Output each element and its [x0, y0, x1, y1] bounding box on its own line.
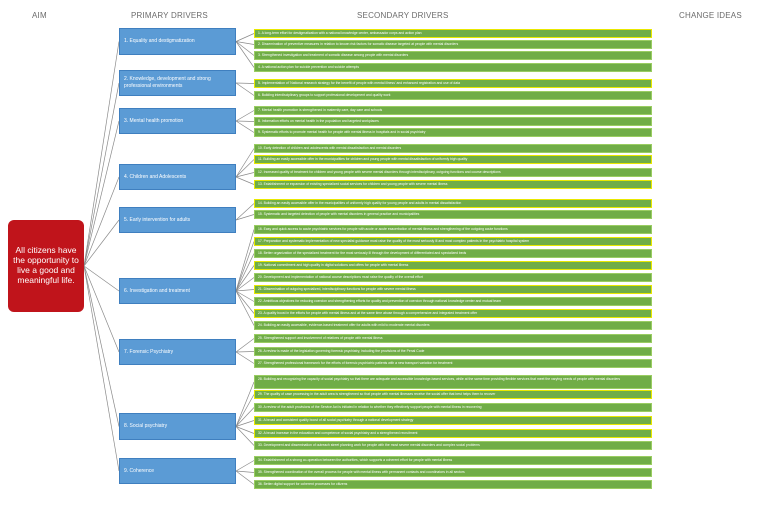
secondary-driver-29: 29. The quality of case processing in th…	[254, 390, 652, 399]
primary-6-to-secondary-24	[235, 290, 255, 326]
secondary-driver-32: 32. A broad increase in the education an…	[254, 429, 652, 438]
secondary-driver-30: 30. A review of the adult provisions of …	[254, 403, 652, 412]
secondary-drivers-header: SECONDARY DRIVERS	[357, 11, 449, 20]
secondary-driver-14: 14. Building an easily accessible offer …	[254, 199, 652, 208]
aim-box: All citizens have the opportunity to liv…	[8, 220, 84, 312]
secondary-driver-21: 21. Dissemination of outgoing specialize…	[254, 285, 652, 294]
secondary-driver-7: 7. Mental health promotion is strengthen…	[254, 106, 652, 115]
primary-driver-6: 6. Investigation and treatment	[119, 278, 236, 304]
secondary-driver-27: 27. Strengthened professional framework …	[254, 359, 652, 368]
primary-8-to-secondary-29	[235, 394, 255, 427]
primary-driver-2: 2. Knowledge, development and strong pro…	[119, 70, 236, 96]
aim-to-primary-9	[83, 265, 120, 472]
secondary-driver-24: 24. Building an easily accessible, evide…	[254, 321, 652, 330]
primary-1-to-secondary-2	[235, 41, 255, 45]
primary-6-to-secondary-16	[235, 229, 255, 292]
aim-to-primary-4	[83, 176, 120, 267]
primary-6-to-secondary-18	[235, 253, 255, 292]
aim-to-primary-2	[83, 82, 120, 267]
primary-5-to-secondary-15	[235, 214, 255, 221]
secondary-driver-25: 25. Strengthened support and involvement…	[254, 334, 652, 343]
primary-4-to-secondary-10	[235, 148, 255, 178]
primary-6-to-secondary-23	[235, 290, 255, 314]
primary-driver-1: 1. Equality and destigmatization	[119, 28, 236, 55]
aim-to-primary-6	[83, 265, 120, 292]
primary-4-to-secondary-11	[235, 159, 255, 178]
primary-6-to-secondary-21	[235, 289, 255, 292]
primary-8-to-secondary-30	[235, 407, 255, 427]
secondary-driver-15: 15. Systematic and targeted detection of…	[254, 210, 652, 219]
secondary-driver-34: 34. Establishment of a strong co-operati…	[254, 456, 652, 465]
aim-to-primary-3	[83, 120, 120, 267]
primary-3-to-secondary-9	[235, 120, 255, 133]
secondary-driver-36: 36. Better digital support for coherent …	[254, 480, 652, 489]
secondary-driver-3: 3. Strengthened investigation and treatm…	[254, 51, 652, 60]
primary-6-to-secondary-17	[235, 241, 255, 292]
primary-8-to-secondary-31	[235, 420, 255, 427]
secondary-driver-8: 8. Information efforts on mental health …	[254, 117, 652, 126]
secondary-driver-6: 6. Building interdisciplinary groups to …	[254, 91, 652, 100]
primary-9-to-secondary-36	[235, 470, 255, 485]
primary-2-to-secondary-5	[235, 82, 255, 84]
secondary-driver-31: 31. A broad and consistent quality boost…	[254, 416, 652, 425]
primary-driver-3: 3. Mental health promotion	[119, 108, 236, 134]
primary-driver-5: 5. Early intervention for adults	[119, 207, 236, 233]
secondary-driver-17: 17. Preparation and systematic implement…	[254, 237, 652, 246]
aim-to-primary-8	[83, 265, 120, 427]
secondary-driver-22: 22. Ambitious objectives for reducing co…	[254, 297, 652, 306]
primary-driver-4: 4. Children and Adolescents	[119, 164, 236, 190]
primary-8-to-secondary-33	[235, 426, 255, 446]
secondary-driver-18: 18. Better organization of the specializ…	[254, 249, 652, 258]
primary-1-to-secondary-4	[235, 41, 255, 68]
secondary-driver-11: 11. Building an easily accessible offer …	[254, 155, 652, 164]
primary-7-to-secondary-26	[235, 351, 255, 353]
primary-7-to-secondary-27	[235, 351, 255, 364]
primary-3-to-secondary-8	[235, 120, 255, 122]
aim-header: AIM	[32, 11, 47, 20]
secondary-driver-28: 28. Building and recognizing the capacit…	[254, 375, 652, 389]
primary-1-to-secondary-1	[235, 33, 255, 42]
primary-1-to-secondary-3	[235, 41, 255, 56]
secondary-driver-1: 1. A long-term effort for destigmatizati…	[254, 29, 652, 38]
secondary-driver-5: 5. Implementation of 'National research …	[254, 79, 652, 88]
secondary-driver-23: 23. A quality boost in the efforts for p…	[254, 309, 652, 318]
aim-to-primary-1	[83, 41, 120, 267]
primary-driver-7: 7. Forensic Psychiatry	[119, 339, 236, 365]
aim-to-primary-7	[83, 265, 120, 353]
secondary-driver-16: 16. Easy and quick access to acute psych…	[254, 225, 652, 234]
secondary-driver-12: 12. Increased quality of treatment for c…	[254, 168, 652, 177]
secondary-driver-19: 19. National commitment and high quality…	[254, 261, 652, 270]
change-ideas-header: CHANGE IDEAS	[679, 11, 742, 20]
secondary-driver-35: 35. Strengthened coordination of the ove…	[254, 468, 652, 477]
secondary-driver-4: 4. A national action plan for suicide pr…	[254, 63, 652, 72]
secondary-driver-26: 26. A review is made of the legislation …	[254, 347, 652, 356]
primary-drivers-header: PRIMARY DRIVERS	[131, 11, 208, 20]
secondary-driver-10: 10. Early detection of children and adol…	[254, 144, 652, 153]
primary-2-to-secondary-6	[235, 82, 255, 96]
primary-3-to-secondary-7	[235, 110, 255, 122]
primary-8-to-secondary-28	[235, 381, 255, 427]
primary-6-to-secondary-19	[235, 265, 255, 292]
aim-to-primary-5	[83, 219, 120, 267]
primary-4-to-secondary-13	[235, 176, 255, 185]
primary-6-to-secondary-20	[235, 277, 255, 292]
primary-9-to-secondary-35	[235, 470, 255, 473]
secondary-driver-20: 20. Development and implementation of na…	[254, 273, 652, 282]
primary-driver-8: 8. Social psychiatry	[119, 413, 236, 440]
primary-4-to-secondary-12	[235, 172, 255, 178]
primary-7-to-secondary-25	[235, 338, 255, 353]
primary-6-to-secondary-22	[235, 290, 255, 302]
secondary-driver-13: 13. Establishment or expansion of existi…	[254, 180, 652, 189]
secondary-driver-33: 33. Development and dissemination of out…	[254, 441, 652, 450]
secondary-driver-9: 9. Systematic efforts to promote mental …	[254, 128, 652, 137]
secondary-driver-2: 2. Dissemination of preventive measures …	[254, 40, 652, 49]
primary-5-to-secondary-14	[235, 203, 255, 221]
primary-driver-9: 9. Coherence	[119, 458, 236, 484]
primary-8-to-secondary-32	[235, 426, 255, 434]
primary-9-to-secondary-34	[235, 460, 255, 472]
